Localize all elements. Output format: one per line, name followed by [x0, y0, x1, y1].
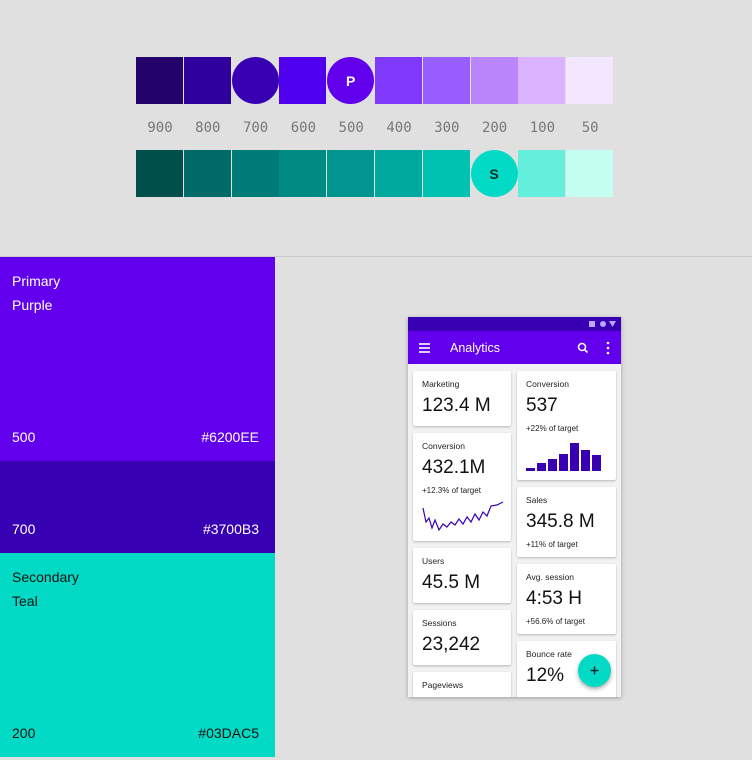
- card-label: Conversion: [526, 379, 569, 389]
- swatch[interactable]: [566, 150, 614, 197]
- card-label: Conversion: [422, 441, 465, 451]
- card-chart: [525, 441, 615, 478]
- swatch-marker: P: [346, 72, 356, 89]
- swatch[interactable]: [422, 150, 470, 197]
- metric-card[interactable]: Marketing 123.4 M: [413, 371, 511, 426]
- metric-card[interactable]: Sales 345.8 M +11% of target: [517, 487, 616, 557]
- card-note: +22% of target: [526, 424, 579, 433]
- status-icons: [589, 321, 616, 327]
- card-value: 123.4 M: [422, 395, 491, 416]
- color-panel: 700 #3700B3: [0, 461, 275, 553]
- shade-label: 50: [581, 120, 599, 136]
- swatch[interactable]: [279, 150, 327, 197]
- swatch[interactable]: P: [327, 57, 375, 104]
- shade-label: 900: [147, 120, 173, 136]
- panel-hex: #3700B3: [202, 521, 259, 537]
- card-note: +11% of target: [526, 540, 578, 549]
- card-value: 4:53 H: [526, 588, 582, 609]
- fab-icon: [590, 666, 599, 675]
- shade-label: 100: [529, 120, 556, 136]
- panel-hex: #03DAC5: [198, 725, 259, 741]
- swatch[interactable]: [231, 57, 279, 104]
- card-value: 45.5 M: [422, 572, 481, 593]
- swatch[interactable]: [518, 150, 566, 197]
- card-label: Avg. session: [526, 572, 575, 582]
- card-chart: [421, 500, 511, 541]
- card-label: Sales: [526, 495, 548, 505]
- swatch-marker: S: [489, 165, 499, 182]
- app-bar-icons[interactable]: [408, 331, 621, 364]
- app-bar: Analytics: [408, 331, 621, 364]
- metric-card[interactable]: Avg. session 4:53 H +56.6% of target: [517, 564, 616, 634]
- bar-sparkline: [526, 443, 601, 471]
- swatch[interactable]: [183, 150, 231, 197]
- swatch[interactable]: [470, 57, 518, 104]
- panel-shade: 200: [12, 725, 36, 741]
- card-value: 345.8 M: [526, 511, 595, 532]
- divider: [0, 256, 752, 257]
- shade-label: 400: [386, 120, 412, 136]
- shade-label: 500: [338, 120, 364, 136]
- card-value: 537: [526, 395, 558, 416]
- panel-hex: #6200EE: [201, 429, 259, 445]
- metric-card[interactable]: Conversion 537 +22% of target: [517, 371, 616, 480]
- card-label: Marketing: [422, 379, 460, 389]
- card-label: Bounce rate: [526, 649, 572, 659]
- shade-label: 300: [434, 120, 460, 136]
- shade-label: 600: [290, 120, 317, 136]
- metric-card[interactable]: Users 45.5 M: [413, 548, 511, 603]
- panel-subtitle: Teal: [12, 593, 38, 609]
- color-panel: Secondary Teal 200 #03DAC5: [0, 553, 275, 757]
- phone-mockup: Analytics Marketing 123.4 M Conversion 432.…: [408, 317, 621, 697]
- card-note: +56.6% of target: [526, 617, 585, 626]
- card-note: +12.3% of target: [422, 486, 481, 495]
- shade-label: 200: [481, 120, 508, 136]
- swatch[interactable]: [136, 57, 183, 104]
- card-label: Pageviews: [422, 680, 464, 690]
- swatch[interactable]: [327, 150, 375, 197]
- metric-card[interactable]: Pageviews: [413, 672, 511, 697]
- swatch[interactable]: [183, 57, 231, 104]
- swatch[interactable]: [518, 57, 566, 104]
- swatch[interactable]: [375, 57, 422, 104]
- app-title: Analytics: [450, 341, 501, 355]
- card-label: Sessions: [422, 618, 457, 628]
- card-value: 432.1M: [422, 457, 486, 478]
- swatch[interactable]: [422, 57, 470, 104]
- card-value: 12%: [526, 665, 565, 686]
- metric-card[interactable]: Sessions 23,242: [413, 610, 511, 665]
- swatch[interactable]: S: [470, 150, 518, 197]
- shade-label: 700: [242, 120, 269, 136]
- sparkline: [422, 501, 504, 532]
- card-label: Users: [422, 556, 445, 566]
- color-panel: Primary Purple 500 #6200EE: [0, 257, 275, 461]
- swatch[interactable]: [136, 150, 183, 197]
- shade-label: 800: [195, 120, 221, 136]
- status-bar: [408, 317, 621, 331]
- panel-subtitle: Purple: [12, 297, 53, 313]
- panel-shade: 700: [12, 521, 36, 537]
- fab[interactable]: [578, 654, 611, 687]
- swatch[interactable]: [375, 150, 422, 197]
- swatch[interactable]: [231, 150, 279, 197]
- metric-card[interactable]: Conversion 432.1M +12.3% of target: [413, 433, 511, 541]
- panel-title: Primary: [12, 273, 61, 289]
- panel-title: Secondary: [12, 569, 79, 585]
- swatch[interactable]: [279, 57, 327, 104]
- card-value: 23,242: [422, 634, 481, 655]
- metric-card[interactable]: Bounce rate 12%: [517, 641, 616, 697]
- panel-shade: 500: [12, 429, 36, 445]
- swatch[interactable]: [566, 57, 614, 104]
